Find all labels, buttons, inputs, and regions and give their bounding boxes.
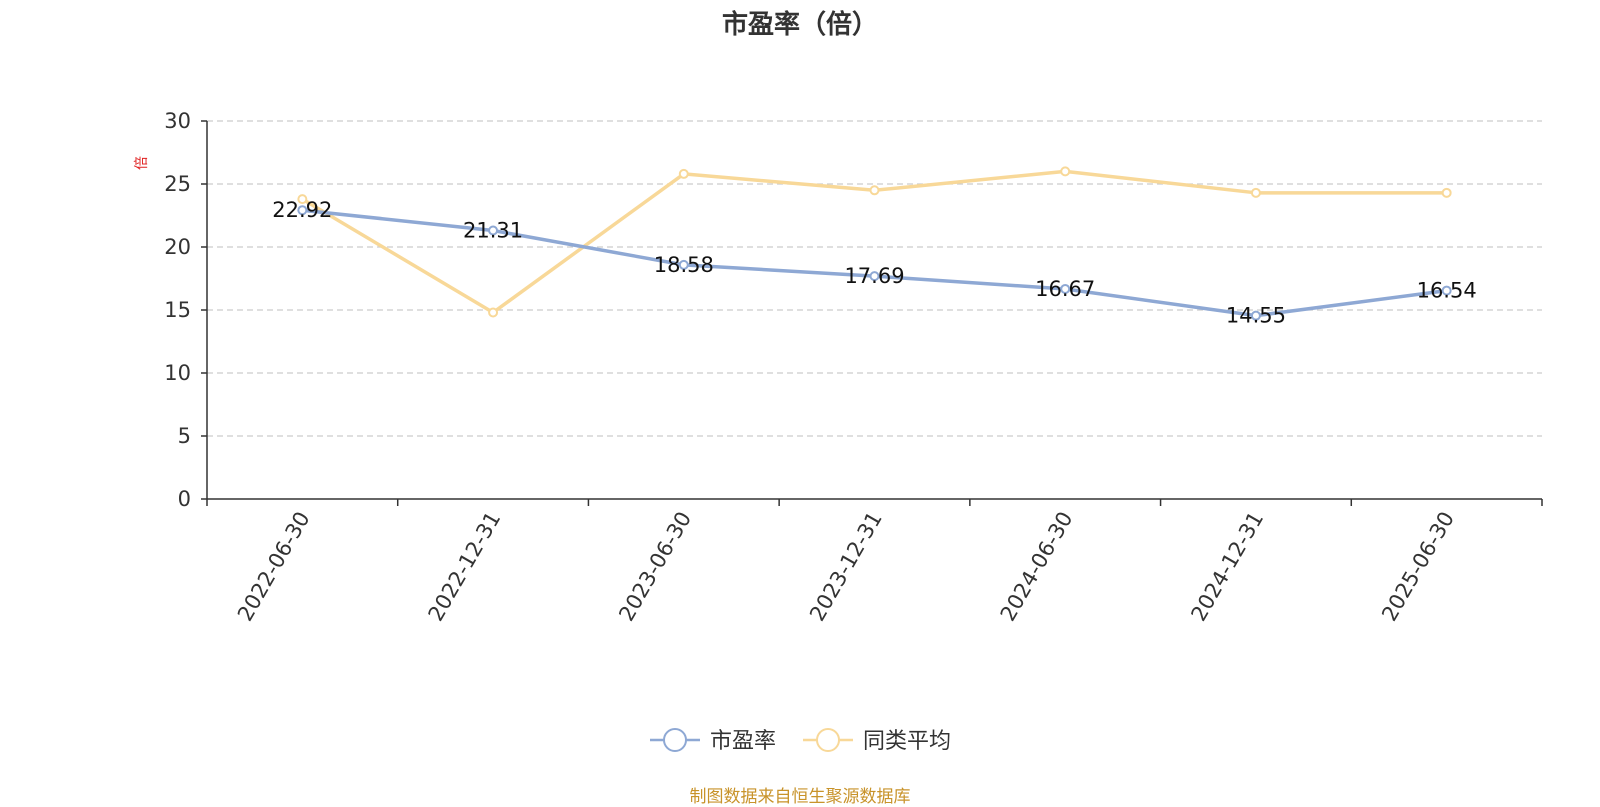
legend-marker <box>663 728 687 752</box>
data-label: 21.31 <box>463 218 523 242</box>
chart-title: 市盈率（倍） <box>721 10 878 40</box>
x-tick-label: 2024-06-30 <box>996 508 1078 626</box>
series-lines <box>297 166 1452 321</box>
data-label: 17.69 <box>844 264 904 288</box>
data-point-avg[interactable] <box>1060 166 1071 177</box>
legend-label: 同类平均 <box>863 729 951 754</box>
x-tick-label: 2023-12-31 <box>805 508 887 626</box>
data-label: 16.67 <box>1035 277 1095 301</box>
data-point-avg[interactable] <box>678 168 689 179</box>
x-tick-label: 2022-06-30 <box>233 508 315 626</box>
data-point-pe[interactable] <box>488 225 499 236</box>
legend-label: 市盈率 <box>710 729 776 754</box>
data-label: 22.92 <box>272 198 332 222</box>
data-labels: 22.92 21.31 18.58 17.69 16.67 14.55 16.54 <box>272 198 1476 327</box>
data-label: 14.55 <box>1226 304 1286 328</box>
source-footer: 制图数据来自恒生聚源数据库 <box>689 787 911 807</box>
y-tick-label: 0 <box>178 487 191 511</box>
legend-item-pe[interactable]: 市盈率 <box>650 728 776 754</box>
y-tick-label: 10 <box>164 361 191 385</box>
data-label: 18.58 <box>654 253 714 277</box>
legend[interactable]: 市盈率 同类平均 <box>650 728 951 754</box>
y-axis-label: 倍 <box>134 156 150 170</box>
grid-lines <box>207 120 1542 437</box>
data-point-avg[interactable] <box>488 307 499 318</box>
legend-marker <box>816 728 840 752</box>
x-tick-label: 2025-06-30 <box>1377 508 1459 626</box>
x-tick-label: 2023-06-30 <box>614 508 696 626</box>
data-point-pe[interactable] <box>869 271 880 282</box>
data-point-avg[interactable] <box>1250 187 1261 198</box>
x-tick-label: 2024-12-31 <box>1186 508 1268 626</box>
y-tick-label: 5 <box>178 424 191 448</box>
x-tick-label: 2022-12-31 <box>424 507 506 625</box>
y-tick-label: 25 <box>164 172 191 196</box>
data-point-avg[interactable] <box>1441 187 1452 198</box>
data-point-pe[interactable] <box>297 205 308 216</box>
data-point-pe[interactable] <box>1441 285 1452 296</box>
y-tick-label: 15 <box>164 298 191 322</box>
y-tick-label: 30 <box>164 109 191 133</box>
y-tick-label: 20 <box>164 235 191 259</box>
data-point-avg[interactable] <box>297 194 308 205</box>
legend-item-avg[interactable]: 同类平均 <box>803 728 951 754</box>
data-point-pe[interactable] <box>1250 310 1261 321</box>
data-point-pe[interactable] <box>678 259 689 270</box>
data-point-avg[interactable] <box>869 185 880 196</box>
data-label: 16.54 <box>1417 279 1477 303</box>
data-point-pe[interactable] <box>1060 283 1071 294</box>
